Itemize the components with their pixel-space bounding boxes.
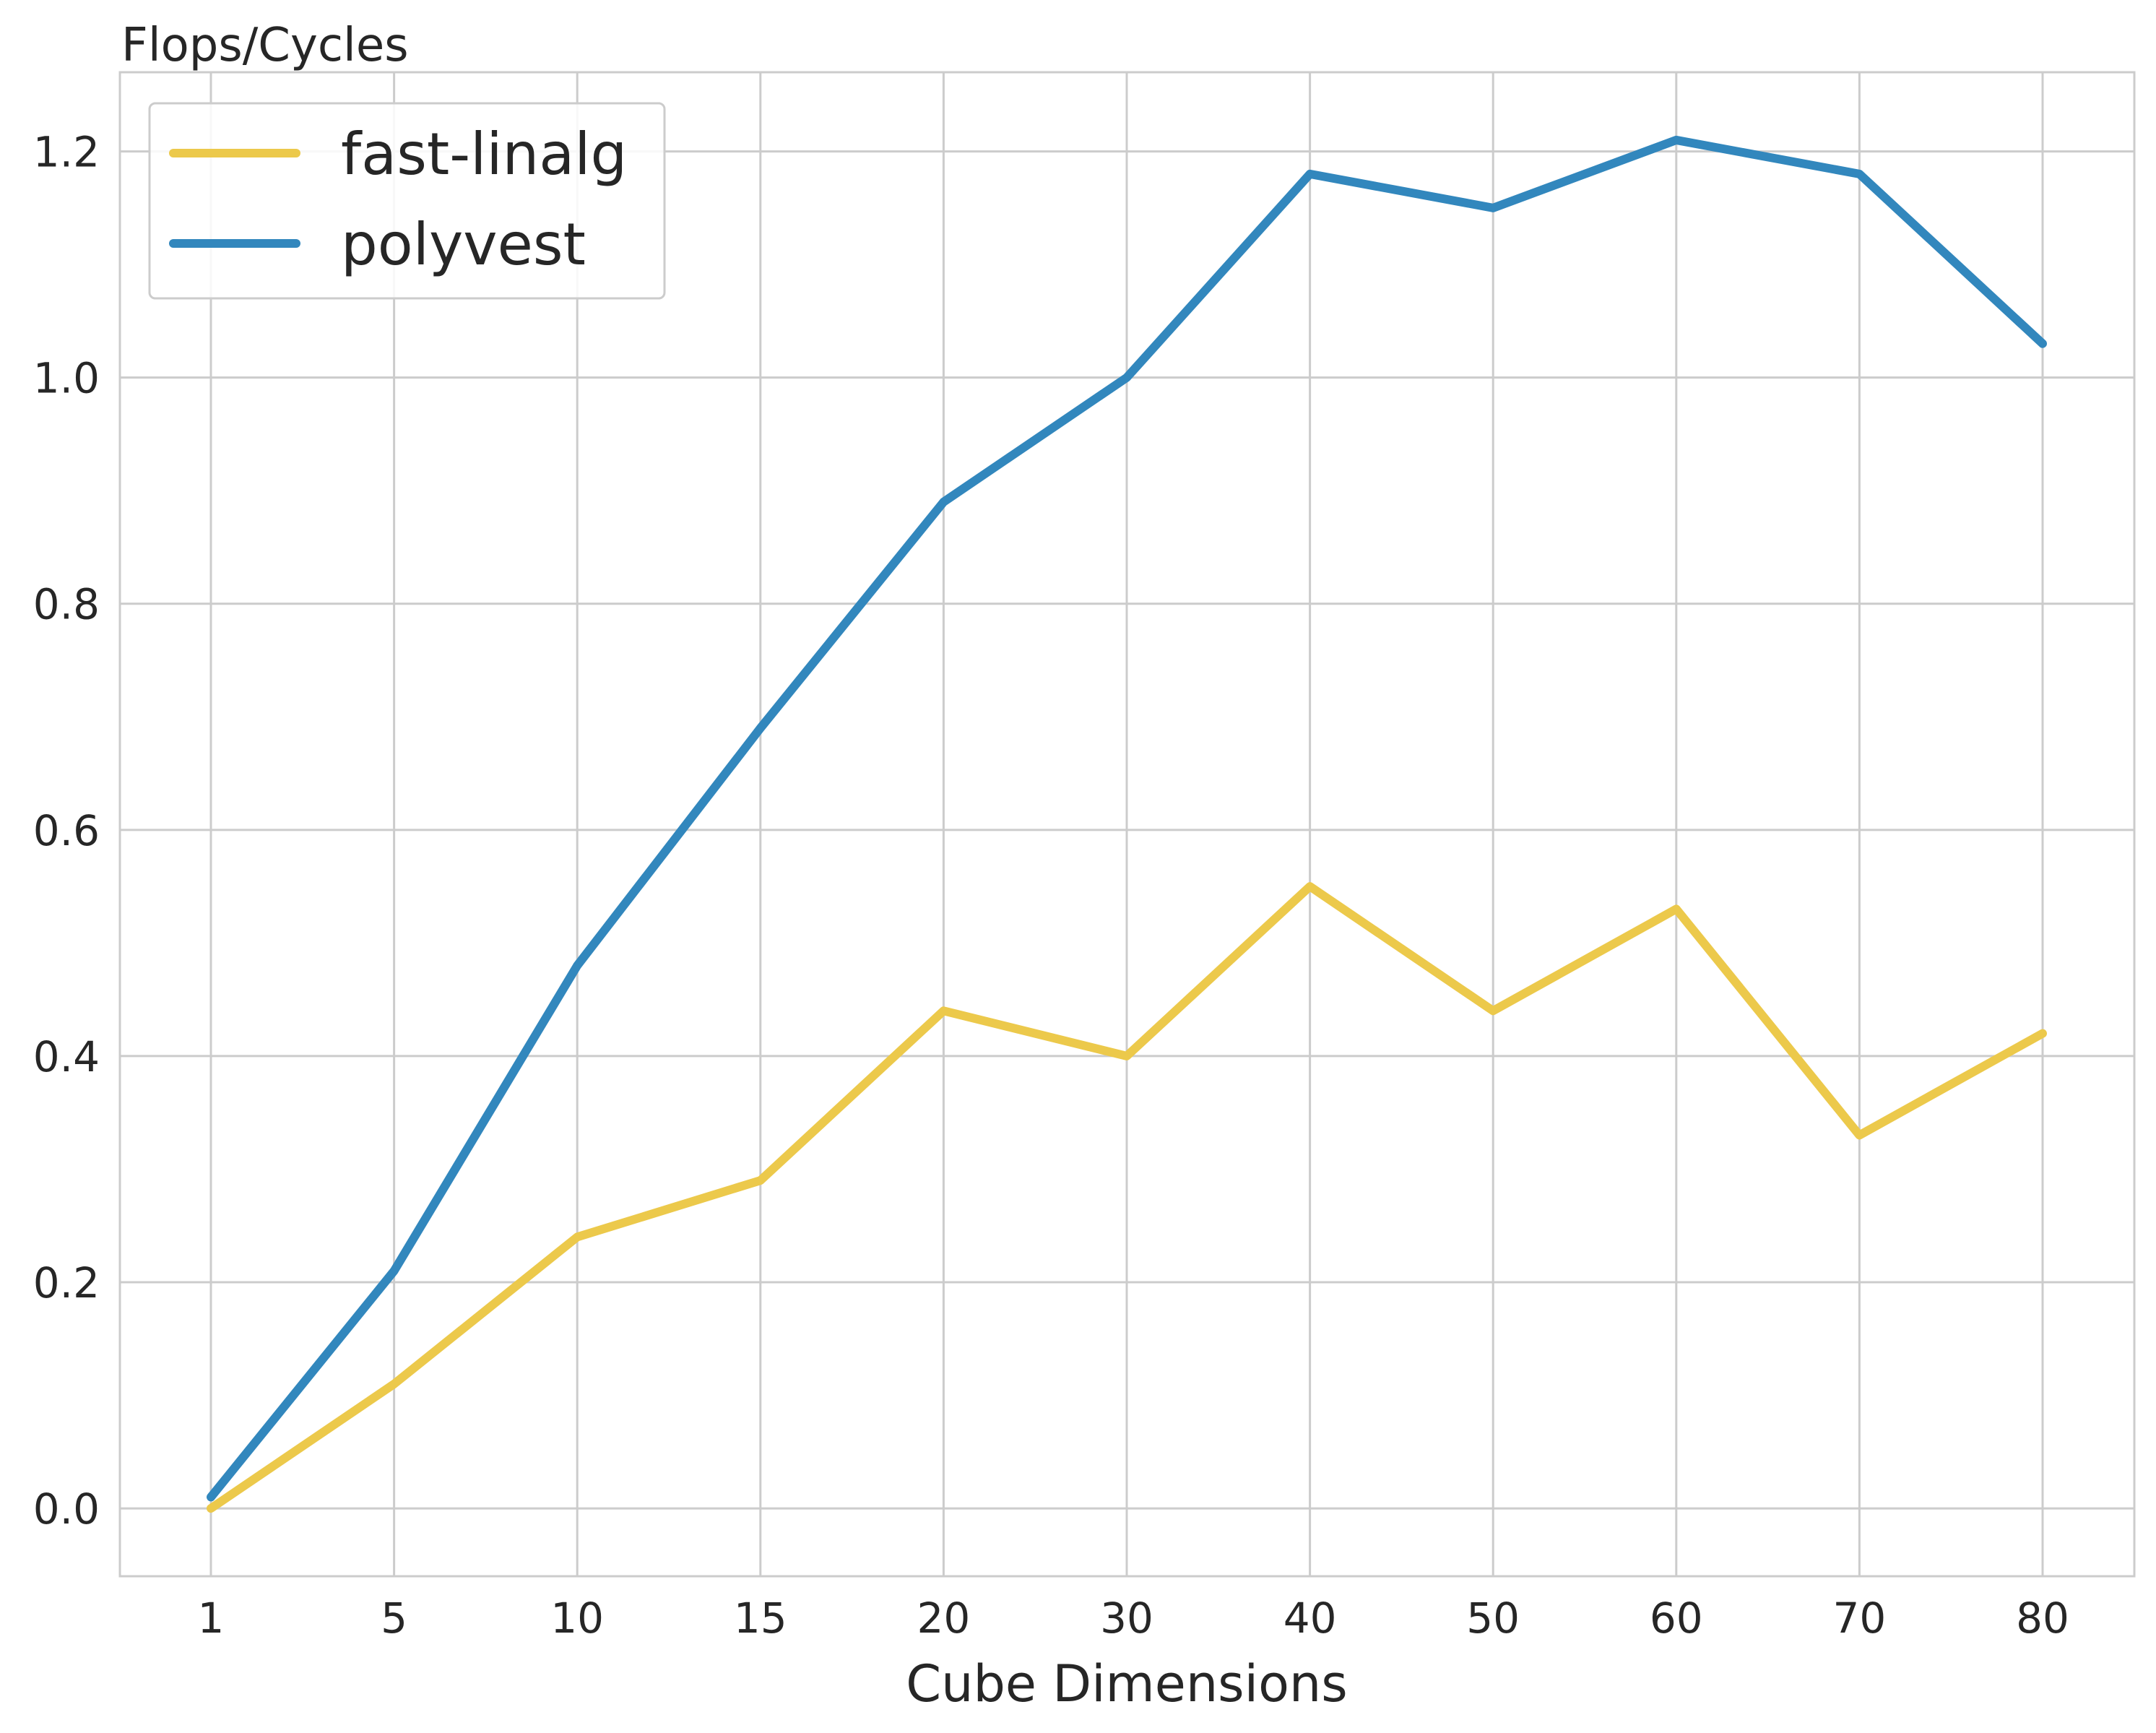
x-tick-label: 60: [1650, 1594, 1703, 1643]
y-axis-title: Flops/Cycles: [121, 19, 409, 72]
x-tick-label: 1: [198, 1594, 225, 1643]
x-tick-label: 5: [381, 1594, 407, 1643]
x-tick-label: 80: [2016, 1594, 2069, 1643]
x-axis-title: Cube Dimensions: [906, 1654, 1348, 1713]
y-tick-label: 0.8: [33, 580, 100, 629]
y-tick-label: 0.0: [33, 1484, 100, 1534]
y-tick-labels: 0.0 0.2 0.4 0.6 0.8 1.0 1.2: [33, 128, 100, 1534]
plot-frame: [118, 71, 2136, 1578]
x-tick-label: 40: [1283, 1594, 1337, 1643]
y-tick-label: 1.2: [33, 128, 100, 177]
x-tick-label: 20: [917, 1594, 970, 1643]
y-tick-label: 0.6: [33, 806, 100, 855]
x-tick-label: 30: [1100, 1594, 1153, 1643]
series-line-polyvest: [207, 135, 2047, 1502]
x-tick-labels: 1 5 10 15 20 30 40 50 60 70 80: [198, 1594, 2069, 1643]
series-line-fast-linalg: [207, 882, 2047, 1513]
y-tick-label: 1.0: [33, 354, 100, 403]
x-tick-label: 10: [550, 1594, 604, 1643]
x-tick-label: 15: [734, 1594, 787, 1643]
x-tick-label: 70: [1832, 1594, 1886, 1643]
legend-label-fast-linalg: fast-linalg: [341, 121, 627, 188]
y-tick-label: 0.4: [33, 1032, 100, 1081]
series-layer: [207, 135, 2047, 1513]
legend-label-polyvest: polyvest: [341, 211, 586, 278]
x-tick-label: 50: [1466, 1594, 1520, 1643]
y-tick-label: 0.2: [33, 1258, 100, 1308]
legend: fast-linalg polyvest: [148, 102, 666, 300]
